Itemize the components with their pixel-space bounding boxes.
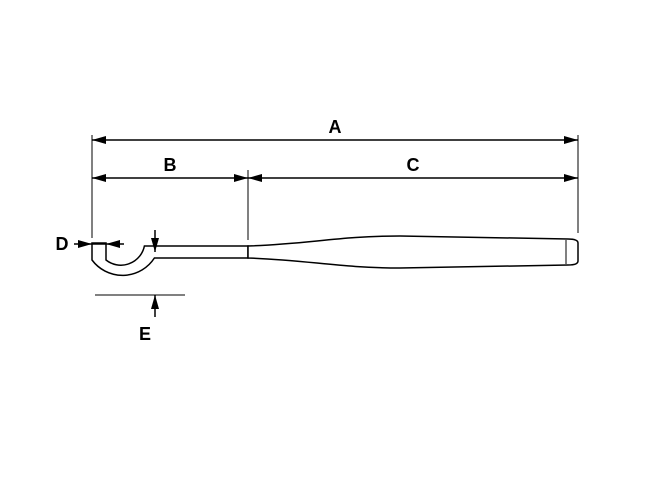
dimensioned-tool-diagram: A B C D E: [0, 0, 670, 503]
dimension-arrowhead: [564, 136, 578, 144]
dimension-arrowhead: [248, 174, 262, 182]
dimension-a-label: A: [329, 117, 342, 137]
dimension-b-label: B: [164, 155, 177, 175]
tool-handle: [248, 236, 578, 268]
dimension-e-label: E: [139, 324, 151, 344]
dimension-c-label: C: [407, 155, 420, 175]
dimension-arrowhead: [92, 136, 106, 144]
dimension-arrowhead: [92, 174, 106, 182]
dimension-d-label: D: [56, 234, 69, 254]
tool-hook-and-shaft: [92, 243, 248, 275]
dimension-arrowhead: [234, 174, 248, 182]
dimension-arrowhead: [564, 174, 578, 182]
dimension-arrowhead: [151, 295, 159, 309]
